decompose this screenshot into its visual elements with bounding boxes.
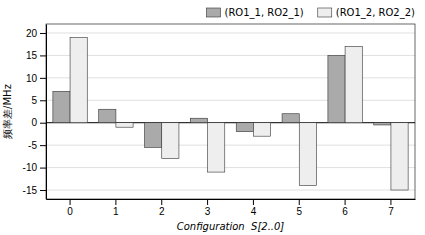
tick-label: -5 [28, 140, 37, 151]
grid [46, 33, 415, 190]
tick-mark [345, 199, 346, 205]
tick-label: 10 [26, 73, 38, 84]
tick-mark [40, 145, 46, 146]
x-tick: 3 [205, 199, 211, 217]
tick-mark [115, 199, 116, 205]
x-tick: 7 [388, 199, 394, 217]
x-tick: 5 [296, 199, 302, 217]
bar [162, 123, 179, 159]
tick-label: 7 [388, 206, 394, 217]
bar [253, 123, 270, 136]
bar [116, 123, 133, 127]
legend-swatch [207, 8, 221, 17]
x-tick: 6 [342, 199, 348, 217]
y-axis-title: 频率差/MHz [2, 84, 13, 139]
y-tick: 20 [26, 28, 46, 39]
tick-label: 6 [342, 206, 348, 217]
grid-line [46, 32, 415, 33]
tick-mark [40, 33, 46, 34]
bars [53, 37, 408, 190]
tick-label: 0 [67, 206, 73, 217]
legend-label: (RO1_1, RO2_1) [225, 7, 304, 19]
tick-mark [40, 55, 46, 56]
tick-label: 15 [26, 50, 38, 61]
bar [374, 123, 391, 125]
plot: -15 -10 -5 0 5 10 15 20 0 1 2 3 4 5 6 7 Configuration S[… [2, 24, 416, 232]
axis-domain [46, 25, 47, 200]
x-axis-title: Configuration S[2..0] [177, 221, 285, 232]
tick-mark [40, 123, 46, 124]
y-axis: -15 -10 -5 0 5 10 15 20 [23, 25, 47, 200]
tick-mark [390, 199, 391, 205]
bar [328, 55, 345, 122]
y-tick: -15 [23, 185, 46, 196]
bar [299, 123, 316, 186]
grid-line [46, 145, 415, 146]
tick-label: 0 [31, 117, 37, 128]
tick-label: 5 [31, 95, 37, 106]
tick-mark [299, 199, 300, 205]
bar [236, 123, 253, 132]
tick-mark [40, 168, 46, 169]
tick-mark [207, 199, 208, 205]
tick-mark [161, 199, 162, 205]
x-tick: 4 [251, 199, 257, 217]
tick-label: 20 [26, 28, 38, 39]
bar [282, 114, 299, 123]
bar [190, 118, 207, 122]
tick-mark [40, 190, 46, 191]
tick-mark [253, 199, 254, 205]
chart: -15 -10 -5 0 5 10 15 20 0 1 2 3 4 5 6 7 Configuration S[… [0, 0, 425, 235]
legend-item: (RO1_1, RO2_1) [207, 7, 304, 19]
bar [99, 109, 116, 122]
legend-label: (RO1_2, RO2_2) [336, 7, 415, 19]
legend: (RO1_1, RO2_1) (RO1_2, RO2_2) [207, 7, 416, 19]
bar-series [70, 37, 408, 190]
axis-domain [47, 199, 416, 200]
tick-mark [70, 199, 71, 205]
grid-line [46, 167, 415, 168]
y-tick: -5 [28, 140, 46, 151]
tick-label: -10 [23, 162, 38, 173]
x-tick: 0 [67, 199, 73, 217]
grid-line [46, 190, 415, 191]
plot-frame [46, 24, 415, 199]
tick-mark [40, 100, 46, 101]
x-tick: 2 [159, 199, 165, 217]
tick-label: 3 [205, 206, 211, 217]
bar [145, 123, 162, 148]
bar [53, 91, 70, 122]
x-tick: 1 [113, 199, 119, 217]
x-axis: 0 1 2 3 4 5 6 7 [47, 199, 416, 217]
bar [70, 37, 87, 122]
tick-mark [40, 78, 46, 79]
y-tick: -10 [23, 162, 46, 173]
tick-label: -15 [23, 185, 38, 196]
y-tick: 10 [26, 73, 46, 84]
legend-swatch [318, 8, 332, 17]
tick-label: 2 [159, 206, 165, 217]
bar [208, 123, 225, 172]
tick-label: 4 [251, 206, 257, 217]
y-tick: 0 [31, 117, 46, 128]
tick-label: 1 [113, 206, 119, 217]
bar [345, 46, 362, 122]
y-tick: 5 [31, 95, 46, 106]
bar [391, 123, 408, 190]
tick-label: 5 [296, 206, 302, 217]
y-tick: 15 [26, 50, 46, 61]
legend-item: (RO1_2, RO2_2) [318, 7, 415, 19]
